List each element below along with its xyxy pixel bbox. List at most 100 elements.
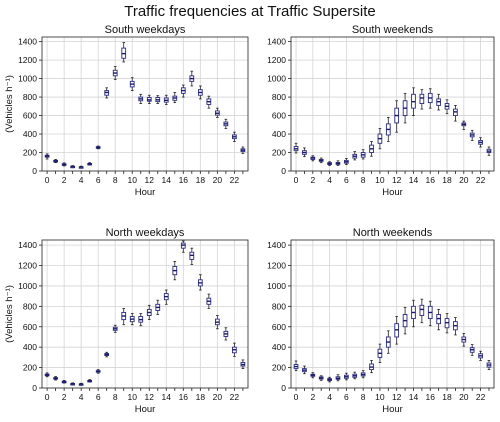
x-axis-label: Hour bbox=[382, 187, 403, 198]
x-tick-label: 20 bbox=[213, 175, 223, 185]
x-tick-label: 14 bbox=[162, 392, 172, 402]
box-hour-6 bbox=[344, 372, 349, 381]
panel-title: South weekdays bbox=[105, 24, 186, 36]
box-hour-16 bbox=[427, 300, 433, 327]
plot-frame bbox=[290, 36, 495, 172]
x-tick-label: 0 bbox=[294, 175, 299, 185]
x-tick-label: 12 bbox=[145, 392, 155, 402]
x-tick-label: 0 bbox=[45, 175, 50, 185]
x-tick-label: 2 bbox=[62, 175, 67, 185]
box-hour-19 bbox=[206, 293, 212, 309]
x-tick-label: 20 bbox=[213, 392, 223, 402]
box-hour-1 bbox=[53, 376, 58, 381]
x-tick-label: 18 bbox=[442, 392, 452, 402]
x-tick-label: 12 bbox=[392, 175, 402, 185]
box-hour-1 bbox=[302, 365, 307, 375]
box-hour-5 bbox=[335, 160, 341, 166]
y-tick-label: 1400 bbox=[267, 37, 286, 47]
y-tick-label: 800 bbox=[23, 92, 37, 102]
panel-0: 0 200 400 600 800 1000 1200 1400 0 2 4 6 8 10 12 14 16 18… bbox=[4, 24, 249, 198]
box-hour-5 bbox=[87, 162, 93, 166]
box-hour-21 bbox=[469, 344, 475, 356]
x-tick-label: 18 bbox=[196, 392, 206, 402]
box-hour-18 bbox=[197, 85, 203, 100]
x-tick-label: 4 bbox=[79, 392, 84, 402]
box-hour-6 bbox=[344, 158, 349, 165]
x-tick-label: 10 bbox=[375, 392, 385, 402]
box-hour-12 bbox=[146, 94, 152, 104]
box-hour-8 bbox=[360, 370, 366, 379]
y-tick-label: 400 bbox=[272, 342, 286, 352]
box-hour-3 bbox=[70, 165, 76, 169]
x-tick-label: 6 bbox=[344, 392, 349, 402]
x-tick-label: 22 bbox=[230, 175, 240, 185]
box-hour-6 bbox=[95, 369, 101, 374]
x-tick-label: 16 bbox=[426, 392, 436, 402]
box-hour-18 bbox=[444, 313, 450, 334]
x-tick-label: 8 bbox=[113, 175, 118, 185]
box-hour-16 bbox=[427, 88, 433, 109]
x-tick-label: 16 bbox=[426, 175, 436, 185]
box-hour-3 bbox=[318, 375, 324, 381]
box-hour-19 bbox=[453, 317, 458, 336]
box-hour-23 bbox=[240, 146, 246, 154]
box-hour-23 bbox=[486, 146, 492, 156]
x-tick-label: 0 bbox=[294, 392, 299, 402]
y-tick-label: 1000 bbox=[267, 281, 286, 291]
box-hour-5 bbox=[87, 379, 93, 383]
box-hour-2 bbox=[61, 162, 67, 167]
box-hour-9 bbox=[121, 307, 127, 326]
box-hour-22 bbox=[478, 137, 483, 148]
y-tick-label: 400 bbox=[23, 129, 37, 139]
figure-title: Traffic frequencies at Traffic Supersite bbox=[124, 3, 376, 20]
box-hour-10 bbox=[377, 343, 383, 363]
y-tick-label: 0 bbox=[32, 166, 37, 176]
x-tick-label: 18 bbox=[196, 175, 206, 185]
box-hour-2 bbox=[310, 155, 316, 162]
box-hour-11 bbox=[138, 313, 144, 327]
x-tick-label: 10 bbox=[127, 175, 137, 185]
box-hour-7 bbox=[104, 87, 110, 99]
box-hour-9 bbox=[369, 141, 374, 157]
x-tick-label: 0 bbox=[45, 392, 50, 402]
box-hour-21 bbox=[223, 118, 229, 129]
x-tick-label: 4 bbox=[79, 175, 84, 185]
panel-title: North weekends bbox=[353, 227, 433, 239]
box-hour-4 bbox=[327, 161, 332, 166]
iqr-box bbox=[419, 93, 425, 104]
y-tick-label: 800 bbox=[272, 92, 286, 102]
box-hour-4 bbox=[327, 376, 332, 383]
x-tick-label: 20 bbox=[459, 392, 469, 402]
y-tick-label: 800 bbox=[23, 301, 37, 311]
x-axis-label: Hour bbox=[135, 187, 156, 198]
box-hour-7 bbox=[104, 351, 110, 358]
box-hour-0 bbox=[293, 142, 299, 154]
y-tick-label: 800 bbox=[272, 301, 286, 311]
x-tick-label: 14 bbox=[409, 175, 419, 185]
y-tick-label: 400 bbox=[23, 342, 37, 352]
box-hour-10 bbox=[129, 313, 135, 326]
x-tick-label: 10 bbox=[375, 175, 385, 185]
box-hour-22 bbox=[232, 342, 237, 357]
box-hour-9 bbox=[121, 42, 127, 63]
box-hour-11 bbox=[385, 330, 391, 354]
x-tick-label: 22 bbox=[230, 392, 240, 402]
x-tick-label: 16 bbox=[179, 175, 189, 185]
box-hour-13 bbox=[402, 92, 408, 124]
x-tick-label: 8 bbox=[361, 392, 366, 402]
x-tick-label: 2 bbox=[310, 175, 315, 185]
box-hour-12 bbox=[146, 304, 152, 321]
y-tick-label: 200 bbox=[272, 148, 286, 158]
box-hour-18 bbox=[444, 99, 450, 115]
y-tick-label: 0 bbox=[32, 383, 37, 393]
y-tick-label: 600 bbox=[272, 111, 286, 121]
box-hour-20 bbox=[214, 107, 220, 118]
box-hour-16 bbox=[180, 240, 186, 253]
box-hour-3 bbox=[318, 157, 324, 164]
box-hour-8 bbox=[112, 66, 118, 80]
panel-2: 0 200 400 600 800 1000 1200 1400 0 2 4 6 8 10 12 14 16 18… bbox=[4, 227, 249, 415]
box-hour-4 bbox=[78, 165, 84, 169]
box-hour-6 bbox=[95, 145, 101, 150]
x-tick-label: 2 bbox=[310, 392, 315, 402]
